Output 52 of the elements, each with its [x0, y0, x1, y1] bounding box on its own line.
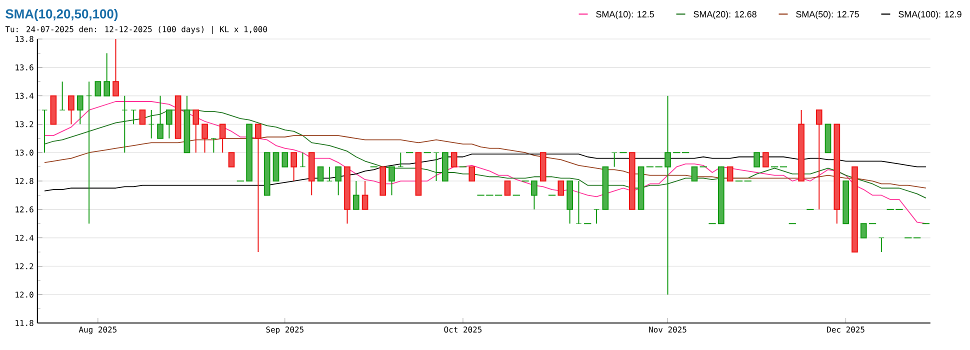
candlestick: [762, 152, 769, 168]
candlestick: [130, 110, 137, 125]
candlestick: [104, 52, 110, 96]
candlestick: [42, 110, 48, 154]
candlestick: [362, 180, 368, 210]
candlestick: [664, 95, 671, 296]
candlestick: [112, 38, 119, 96]
candlestick: [202, 124, 208, 154]
candlestick: [388, 166, 395, 196]
candlestick: [558, 180, 564, 196]
candlestick: [468, 166, 476, 182]
legend-label: SMA(50): 12.75: [796, 10, 859, 20]
candlestick: [433, 152, 440, 182]
candlestick: [317, 166, 324, 182]
candlestick: [754, 152, 760, 168]
candlestick: [594, 208, 600, 224]
candlestick: [94, 81, 102, 96]
candlestick: [691, 166, 698, 182]
candlestick: [398, 152, 404, 168]
legend-label: SMA(100): 12.9: [898, 10, 962, 20]
candlestick: [76, 95, 84, 125]
candlestick: [816, 110, 822, 210]
candlestick: [210, 138, 217, 154]
candlestick: [59, 81, 66, 111]
candlestick: [139, 110, 146, 125]
candlestick: [255, 124, 262, 253]
candlestick: [352, 180, 360, 210]
candlestick: [157, 95, 164, 139]
candlestick: [450, 152, 458, 168]
candlestick: [878, 237, 884, 253]
candlestick: [326, 166, 332, 182]
candlestick: [122, 95, 128, 154]
candlestick: [228, 152, 235, 168]
candlestick: [148, 110, 154, 139]
candlestick: [531, 180, 538, 210]
candlestick: [726, 166, 734, 182]
candlestick: [504, 180, 511, 196]
candlestick: [86, 81, 92, 224]
candlestick: [576, 180, 582, 224]
candlestick: [166, 110, 172, 139]
candlestick: [219, 124, 226, 154]
legend-label: SMA(10): 12.5: [596, 10, 654, 20]
candlestick: [68, 95, 74, 125]
candlestick: [860, 223, 867, 238]
candlestick: [290, 152, 297, 182]
candlestick: [611, 152, 618, 168]
legend-label: SMA(20): 12.68: [694, 10, 756, 20]
candlestick: [335, 166, 342, 196]
candlestick: [282, 152, 288, 168]
candlestick: [192, 110, 200, 154]
chart-title: SMA(10,20,50,100): [6, 8, 118, 22]
candlestick: [300, 152, 306, 168]
